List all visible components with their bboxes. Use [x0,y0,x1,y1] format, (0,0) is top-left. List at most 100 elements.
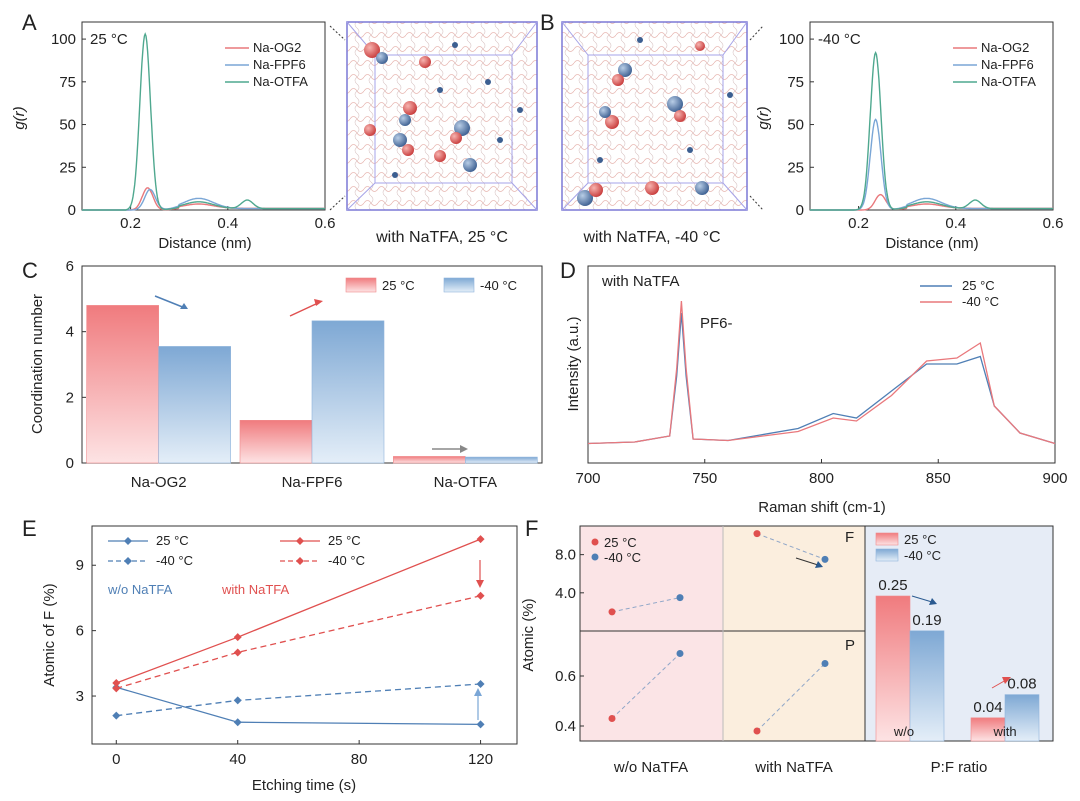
legend-label: Na-FPF6 [253,57,306,72]
md-snapshot-b [561,21,748,211]
bar-na-otfa-25 [393,456,466,464]
ratio-value-label: 0.04 [973,699,1002,716]
x-tick-label: 700 [575,470,600,487]
etch-line-0 [116,686,481,726]
etch-point [112,684,121,693]
panel-d-xlabel: Raman shift (cm-1) [758,499,886,516]
y-tick-label: 2 [66,389,74,406]
point-25C [608,715,616,722]
y-tick-label: 4.0 [555,585,576,602]
legend-label: -40 °C [904,548,941,563]
y-tick-label: 100 [779,31,804,48]
ratio-category-label: w/o [893,724,914,739]
bar-na-og2-m40 [158,346,231,464]
panel-a: A 25 °C 0 25 50 75 100 0.2 0.4 0.6 Na-OG2 Na-FP… [11,10,335,252]
legend-label: Na-OTFA [981,74,1036,89]
y-tick-label: 25 [787,159,804,176]
p-subplot-label: P [845,637,855,654]
legend-swatch [591,538,599,546]
panel-e-ylabel: Atomic of F (%) [41,583,58,686]
legend-group-label: with NaTFA [221,582,290,597]
y-tick-label: 0.6 [555,668,576,685]
legend-label: -40 °C [962,294,999,309]
panel-label-d: D [560,258,576,283]
panel-label-c: C [22,258,38,283]
legend-label: 25 °C [328,533,361,548]
y-tick-label: 0 [796,202,804,219]
bg-with [723,526,865,741]
x-category-label: Na-FPF6 [282,474,343,491]
rdf-line-na-otfa [810,50,1053,211]
x-tick-label: 0.6 [1043,215,1064,232]
panel-d-peak-label: PF6- [700,315,733,332]
y-tick-label: 75 [787,74,804,91]
panel-d-ylabel: Intensity (a.u.) [565,316,582,411]
y-tick-label: 50 [59,117,76,134]
y-tick-label: 6 [66,258,74,275]
rdf-line-na-otfa [82,32,325,211]
panel-b-frame [809,21,1054,211]
point-25C [753,530,761,538]
x-tick-label: 80 [351,751,368,768]
ratio-bar-w/o-m40 [909,630,945,742]
panel-a-annotation: 25 °C [90,31,128,48]
panel-f-group-with: with NaTFA [754,759,833,776]
legend-label: Na-OTFA [253,74,308,89]
x-tick-label: 750 [692,470,717,487]
legend-swatch [875,548,899,562]
rdf-line-na-fpf6 [82,188,325,211]
panel-b-annotation: -40 °C [818,31,861,48]
legend-label: Na-FPF6 [981,57,1034,72]
ratio-value-label: 0.19 [912,612,941,629]
panel-f-ratio-xlabel: P:F ratio [931,759,988,776]
y-tick-label: 9 [76,557,84,574]
point-m40C [676,650,684,657]
etch-point [476,720,485,729]
ratio-value-label: 0.08 [1007,676,1036,693]
panel-c-ylabel: Coordination number [29,294,46,434]
y-tick-label: 8.0 [555,547,576,564]
panel-a-xlabel: Distance (nm) [158,235,251,252]
panel-b-caption: with NaTFA, -40 °C [582,229,720,246]
panel-a-caption: with NaTFA, 25 °C [375,229,508,246]
raman-line-25 [587,312,1056,445]
md-snapshot-a [346,21,538,211]
legend-swatch [345,277,377,293]
x-tick-label: 900 [1042,470,1067,487]
legend-label: Na-OG2 [253,40,301,55]
panel-e-xlabel: Etching time (s) [252,777,356,794]
bar-na-fpf6-m40 [311,320,385,464]
point-m40C [676,594,684,602]
etch-line-3 [116,595,481,690]
y-tick-label: 0 [68,202,76,219]
point-m40C [821,660,829,667]
trend-arrow-fPF6 [289,302,319,317]
etch-point [476,535,485,544]
y-tick-label: 100 [51,31,76,48]
etch-point [112,678,121,687]
x-tick-label: 0.2 [120,215,141,232]
panel-a-ylabel: g(r) [11,106,28,129]
x-tick-label: 850 [926,470,951,487]
f-subplot-label: F [845,529,854,546]
bar-na-otfa-m40 [465,456,538,464]
legend-label: -40 °C [328,553,365,568]
ratio-value-label: 0.25 [878,577,907,594]
y-tick-label: 0.4 [555,718,576,735]
y-tick-label: 0 [66,455,74,472]
legend-label: 25 °C [904,532,937,547]
x-tick-label: 0.4 [217,215,238,232]
bar-na-fpf6-25 [239,420,313,464]
panel-f-group-wo: w/o NaTFA [613,759,688,776]
x-tick-label: 0.2 [848,215,869,232]
x-tick-label: 40 [229,751,246,768]
legend-group-label: w/o NaTFA [107,582,173,597]
y-tick-label: 75 [59,74,76,91]
panel-b-ylabel: g(r) [755,106,772,129]
y-tick-label: 3 [76,688,84,705]
legend-label: -40 °C [604,550,641,565]
x-tick-label: 120 [468,751,493,768]
panel-label-b: B [540,10,555,35]
